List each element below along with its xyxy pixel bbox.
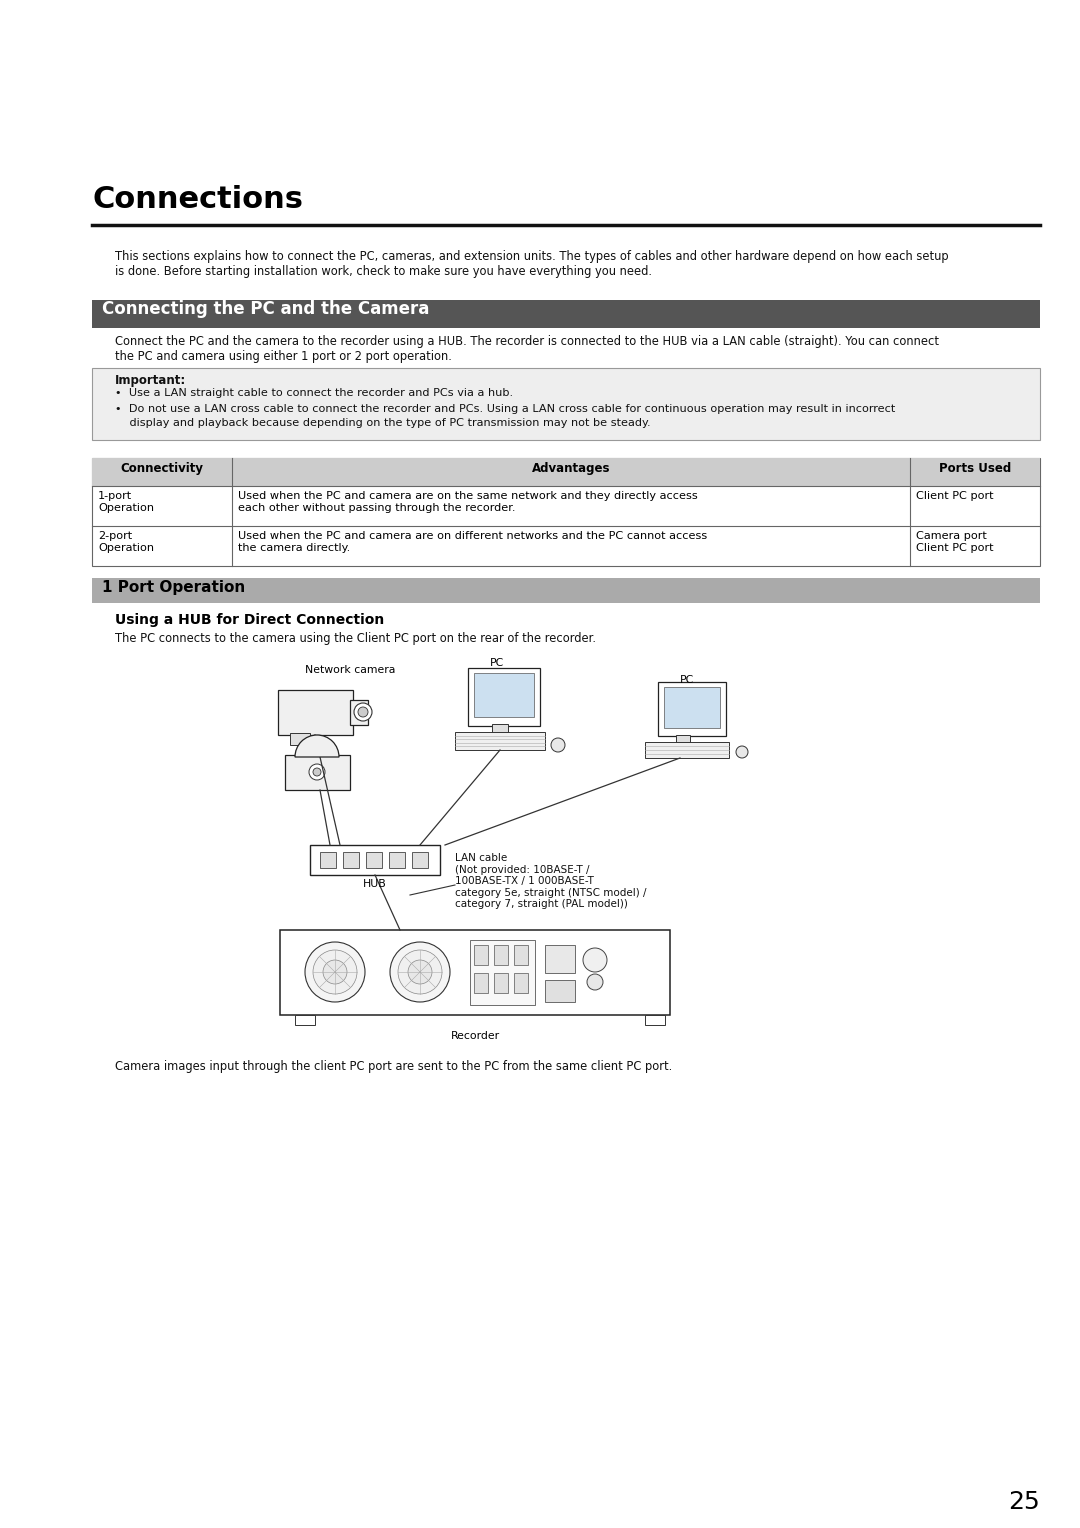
Bar [664, 688, 720, 727]
Bar [92, 578, 1040, 604]
Circle shape [309, 764, 325, 779]
Text: 1 Port Operation: 1 Port Operation [102, 581, 245, 594]
Text: each other without passing through the recorder.: each other without passing through the r… [238, 503, 515, 513]
Bar [455, 732, 545, 750]
Text: Connections: Connections [92, 185, 303, 214]
Text: Client PC port: Client PC port [916, 542, 994, 553]
Bar [92, 368, 1040, 440]
Wedge shape [295, 735, 339, 756]
Bar [92, 458, 1040, 486]
Bar [494, 944, 508, 966]
Text: Advantages: Advantages [531, 461, 610, 475]
Text: Client PC port: Client PC port [916, 490, 994, 501]
Bar [474, 973, 488, 993]
Bar [291, 733, 310, 746]
Bar [514, 973, 528, 993]
Bar [92, 299, 1040, 329]
Bar [285, 755, 350, 790]
Text: Operation: Operation [98, 542, 154, 553]
Circle shape [583, 947, 607, 972]
Bar [492, 724, 508, 732]
Bar [545, 944, 575, 973]
Circle shape [323, 960, 347, 984]
Bar [343, 853, 359, 868]
Text: 1-port: 1-port [98, 490, 132, 501]
Bar [366, 853, 382, 868]
Bar [389, 853, 405, 868]
Text: Using a HUB for Direct Connection: Using a HUB for Direct Connection [114, 613, 384, 626]
Bar [494, 973, 508, 993]
Text: 25: 25 [1009, 1490, 1040, 1514]
Text: Connecting the PC and the Camera: Connecting the PC and the Camera [102, 299, 430, 318]
Text: Important:: Important: [114, 374, 186, 387]
Bar [320, 853, 336, 868]
Text: 2-port: 2-port [98, 532, 132, 541]
Text: Network camera: Network camera [305, 665, 395, 675]
Text: PC: PC [490, 659, 504, 668]
Text: Ports Used: Ports Used [939, 461, 1011, 475]
Text: LAN cable
(Not provided: 10BASE-T /
100BASE-TX / 1 000BASE-T
category 5e, straig: LAN cable (Not provided: 10BASE-T / 100B… [455, 853, 647, 909]
Circle shape [408, 960, 432, 984]
Bar [676, 735, 690, 743]
Text: Camera images input through the client PC port are sent to the PC from the same : Camera images input through the client P… [114, 1060, 672, 1073]
Bar [470, 940, 535, 1005]
Text: Connectivity: Connectivity [121, 461, 203, 475]
Text: the camera directly.: the camera directly. [238, 542, 350, 553]
Text: Used when the PC and camera are on different networks and the PC cannot access: Used when the PC and camera are on diffe… [238, 532, 707, 541]
Bar [474, 672, 534, 717]
Text: the PC and camera using either 1 port or 2 port operation.: the PC and camera using either 1 port or… [114, 350, 451, 364]
Circle shape [305, 941, 365, 1002]
Circle shape [735, 746, 748, 758]
Bar [278, 691, 353, 735]
Text: HUB: HUB [363, 879, 387, 889]
Bar [468, 668, 540, 726]
Text: Operation: Operation [98, 503, 154, 513]
Text: •  Use a LAN straight cable to connect the recorder and PCs via a hub.: • Use a LAN straight cable to connect th… [114, 388, 513, 397]
Bar [295, 1015, 315, 1025]
Text: Camera port: Camera port [916, 532, 987, 541]
Circle shape [313, 950, 357, 995]
Bar [92, 458, 1040, 565]
Text: The PC connects to the camera using the Client PC port on the rear of the record: The PC connects to the camera using the … [114, 633, 596, 645]
Circle shape [354, 703, 372, 721]
Text: Connect the PC and the camera to the recorder using a HUB. The recorder is conne: Connect the PC and the camera to the rec… [114, 335, 939, 348]
Bar [658, 681, 726, 736]
Circle shape [551, 738, 565, 752]
Circle shape [390, 941, 450, 1002]
Bar [350, 700, 368, 724]
Text: This sections explains how to connect the PC, cameras, and extension units. The : This sections explains how to connect th… [114, 251, 948, 278]
Text: •  Do not use a LAN cross cable to connect the recorder and PCs. Using a LAN cro: • Do not use a LAN cross cable to connec… [114, 403, 895, 414]
Text: Used when the PC and camera are on the same network and they directly access: Used when the PC and camera are on the s… [238, 490, 698, 501]
Circle shape [399, 950, 442, 995]
Text: PC: PC [680, 675, 694, 685]
Circle shape [357, 707, 368, 717]
Bar [310, 845, 440, 876]
Bar [545, 979, 575, 1002]
Text: display and playback because depending on the type of PC transmission may not be: display and playback because depending o… [114, 419, 650, 428]
Bar [645, 743, 729, 758]
Circle shape [588, 973, 603, 990]
Bar [645, 1015, 665, 1025]
Bar [474, 944, 488, 966]
Circle shape [313, 769, 321, 776]
Bar [514, 944, 528, 966]
Bar [411, 853, 428, 868]
Text: Recorder: Recorder [450, 1031, 500, 1041]
Bar [280, 931, 670, 1015]
